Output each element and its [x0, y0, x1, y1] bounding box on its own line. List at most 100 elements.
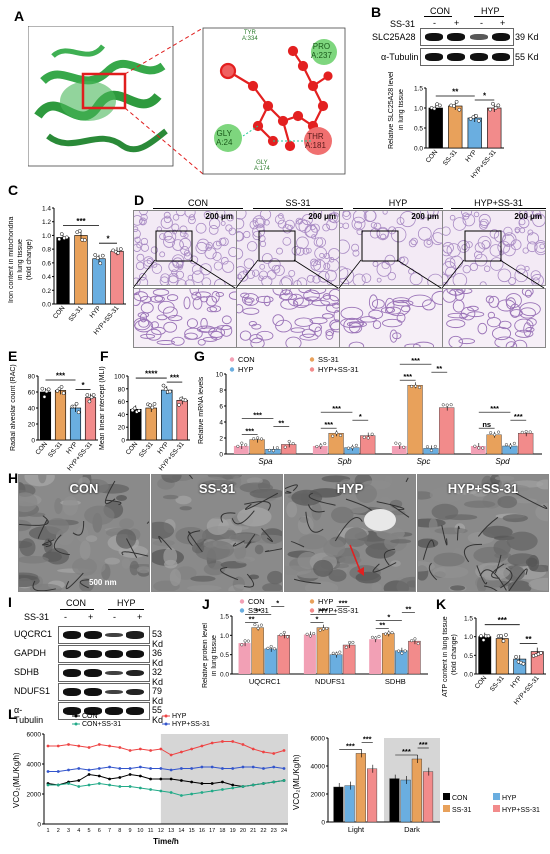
- membrane: [463, 543, 483, 563]
- alveolus: [163, 211, 171, 219]
- kd-label: 36 Kd: [152, 648, 164, 668]
- alveolus: [532, 277, 540, 285]
- alveolus: [325, 303, 339, 313]
- y-tick-label: 0.5: [464, 653, 473, 660]
- j-ylabel1: Relative protein level: [202, 623, 209, 689]
- bar: [422, 771, 434, 823]
- bar: [407, 385, 423, 455]
- alveolus: [226, 213, 235, 222]
- alveolus: [368, 309, 384, 320]
- data-point: [282, 630, 286, 634]
- membrane: [79, 579, 90, 589]
- scale-label: 200 μm: [205, 212, 233, 221]
- data-point: [315, 445, 319, 449]
- data-point: [82, 238, 87, 242]
- x-tick-label: 11: [148, 828, 154, 834]
- g-ylabel: Relative mRNA levels: [198, 376, 205, 444]
- alveolus: [214, 278, 226, 285]
- panel-label-c: C: [8, 182, 19, 198]
- data-point: [433, 444, 437, 448]
- alveolus: [314, 247, 327, 260]
- series-point: [128, 749, 132, 752]
- organelle: [502, 514, 528, 523]
- alveolus: [250, 337, 265, 347]
- sig-label: *: [81, 381, 85, 390]
- alveolus: [319, 252, 325, 258]
- d-group-con: CON: [153, 198, 243, 209]
- alveolus: [449, 214, 456, 221]
- organelle: [297, 515, 314, 535]
- residue-thr: THR A:181: [305, 132, 326, 150]
- organelle: [222, 475, 233, 480]
- band: [84, 650, 102, 658]
- legend-label: SS-31: [452, 807, 472, 814]
- alveolus: [325, 331, 334, 340]
- data-point: [275, 446, 279, 450]
- alveolus: [281, 275, 294, 285]
- data-point: [266, 646, 270, 650]
- legend-swatch: [443, 793, 450, 800]
- alveolus: [172, 239, 184, 251]
- bar: [389, 778, 400, 823]
- series-point: [56, 783, 60, 787]
- bar: [145, 407, 157, 441]
- data-point: [474, 113, 478, 118]
- y-tick-label: 4000: [27, 762, 42, 769]
- alveolus: [384, 254, 396, 266]
- sig-label: **: [249, 615, 255, 624]
- membrane: [261, 528, 273, 543]
- band-name: α-Tubulin: [14, 705, 44, 725]
- alveolus: [263, 295, 271, 307]
- alveolus: [288, 269, 296, 277]
- series-point: [200, 744, 204, 748]
- series-point: [272, 780, 276, 784]
- data-point: [344, 645, 348, 649]
- series-point: [272, 752, 276, 755]
- alveolus: [280, 289, 293, 301]
- organelle: [228, 584, 251, 591]
- data-point: [236, 444, 240, 448]
- alveolus: [281, 289, 291, 296]
- blot-strip: [58, 683, 150, 701]
- data-point: [335, 431, 339, 435]
- series-line: [48, 780, 285, 797]
- blot-tubulin-b: [420, 48, 514, 66]
- y-tick-label: 1.2: [42, 219, 51, 226]
- x-tick-label: 16: [199, 828, 205, 834]
- histology-high-mag: [133, 288, 237, 348]
- series-point: [108, 777, 111, 781]
- data-point: [319, 444, 323, 448]
- sig-label: **: [405, 604, 411, 613]
- data-point: [457, 107, 462, 112]
- series-point: [241, 765, 245, 769]
- y-tick-label: 80: [28, 374, 36, 381]
- membrane: [476, 565, 488, 585]
- y-tick-label: 20: [118, 425, 126, 432]
- alveolus: [306, 247, 312, 254]
- organelle: [390, 539, 412, 544]
- alveolus: [134, 293, 142, 307]
- data-point: [351, 640, 355, 644]
- data-point: [390, 631, 394, 635]
- organelle: [304, 581, 339, 591]
- alveolus: [156, 314, 168, 321]
- panel-label-l: L: [8, 706, 17, 722]
- sig-label: **: [379, 620, 385, 629]
- alveolus: [530, 270, 541, 281]
- organelle: [19, 538, 36, 557]
- bar: [74, 235, 88, 305]
- y-tick-label: 4: [219, 420, 223, 427]
- x-tick-label: 23: [271, 828, 277, 834]
- sig-label: *: [359, 412, 362, 421]
- sign: -: [480, 18, 483, 28]
- alveolus: [171, 336, 185, 346]
- panel-d-histology: CON SS-31 HYP HYP+SS-31 200 μm 200 μm 200 …: [133, 198, 546, 348]
- alveolus: [486, 317, 501, 328]
- alveolus: [198, 327, 218, 333]
- data-point: [318, 628, 322, 632]
- alveolus: [325, 269, 337, 282]
- band-name: GAPDH: [14, 648, 47, 658]
- series-point: [108, 765, 111, 769]
- alveolus: [521, 289, 534, 297]
